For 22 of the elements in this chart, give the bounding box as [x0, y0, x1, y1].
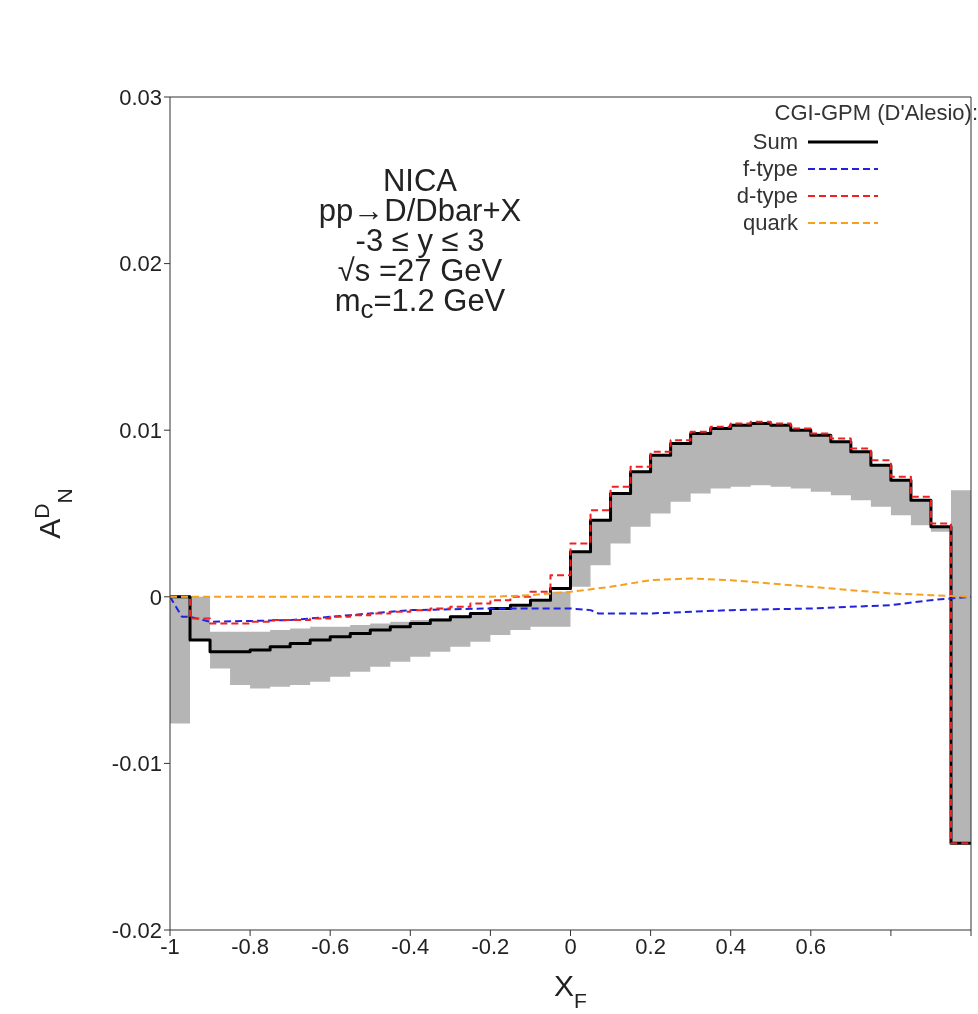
legend-title: CGI-GPM (D'Alesio):: [773, 100, 978, 126]
legend-label: f-type: [742, 155, 798, 182]
y-tick-label: -0.01: [111, 751, 162, 777]
x-tick-label: 0.6: [795, 933, 827, 959]
y-tick-label: -0.02: [111, 917, 162, 943]
x-tick-label: -0.4: [391, 933, 430, 959]
x-tick-label: 0: [564, 933, 577, 959]
y-tick-label: 0.01: [119, 418, 162, 444]
x-tick-label: -0.2: [471, 933, 510, 959]
x-tick-label: 0.2: [635, 933, 666, 959]
annotation: m$_{c}$=1.2 GeV: [333, 283, 507, 325]
y-tick-label: 0.03: [119, 84, 162, 110]
y-tick-label: 0: [149, 584, 162, 610]
x-tick-label: -0.6: [311, 933, 350, 959]
legend-label: Sum: [752, 128, 798, 155]
x-tick-label: -0.8: [231, 933, 270, 959]
y-tick-label: 0.02: [119, 251, 162, 277]
x-tick-label: -1: [160, 933, 180, 959]
legend-label: d-type: [736, 182, 798, 209]
x-tick-label: 0.4: [715, 933, 746, 959]
x-axis-title: X$_{F}$: [554, 969, 587, 1012]
legend-label: quark: [742, 209, 798, 236]
